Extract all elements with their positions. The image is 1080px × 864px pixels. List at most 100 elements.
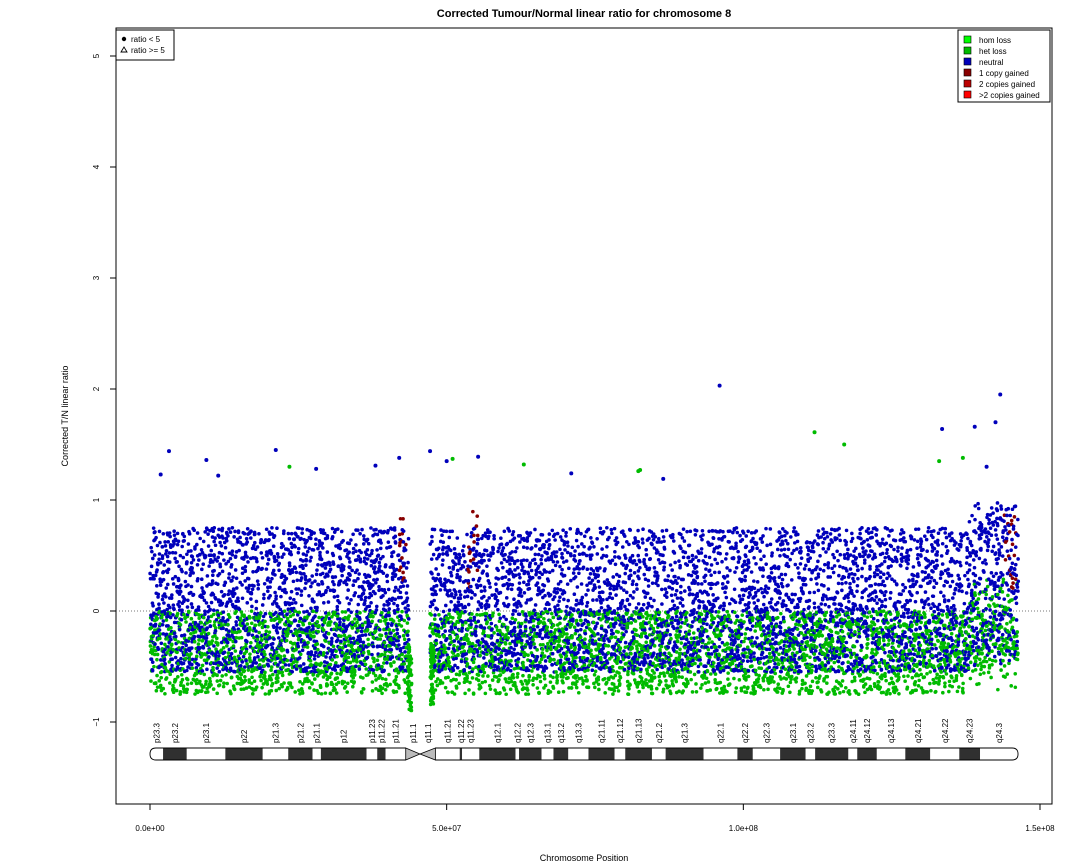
data-point bbox=[316, 629, 321, 634]
data-point bbox=[165, 570, 170, 575]
data-point bbox=[488, 585, 492, 589]
data-point bbox=[520, 609, 525, 614]
data-point bbox=[322, 600, 326, 605]
data-point bbox=[474, 552, 479, 557]
data-point bbox=[219, 589, 224, 594]
data-point bbox=[316, 668, 320, 672]
data-point bbox=[511, 672, 515, 677]
data-point bbox=[276, 663, 280, 667]
data-point bbox=[573, 659, 577, 664]
data-point bbox=[496, 652, 500, 657]
data-point bbox=[184, 571, 188, 575]
data-point bbox=[597, 609, 602, 613]
data-point bbox=[270, 526, 274, 530]
data-point bbox=[558, 621, 562, 626]
data-point bbox=[387, 613, 391, 618]
data-point bbox=[330, 658, 335, 662]
data-point bbox=[607, 616, 611, 621]
data-point bbox=[361, 542, 366, 546]
data-point bbox=[547, 532, 552, 536]
data-point bbox=[471, 660, 476, 665]
data-point bbox=[579, 618, 583, 623]
data-point bbox=[535, 648, 539, 652]
data-point bbox=[380, 676, 385, 681]
data-point bbox=[236, 599, 241, 603]
data-point bbox=[176, 659, 181, 663]
data-point bbox=[543, 593, 547, 598]
data-point bbox=[174, 688, 179, 693]
data-point bbox=[233, 649, 238, 653]
data-point bbox=[313, 542, 318, 547]
data-point bbox=[313, 614, 317, 619]
data-point bbox=[530, 575, 535, 580]
data-point bbox=[510, 550, 514, 554]
data-point bbox=[496, 607, 500, 612]
data-point bbox=[294, 570, 299, 575]
data-point bbox=[569, 622, 574, 627]
data-point bbox=[440, 563, 445, 567]
data-point bbox=[213, 536, 217, 540]
data-point bbox=[196, 576, 200, 581]
data-point bbox=[157, 552, 162, 556]
data-point bbox=[475, 541, 480, 546]
data-point bbox=[238, 616, 243, 621]
data-point bbox=[553, 538, 557, 542]
data-point bbox=[355, 568, 359, 572]
data-point bbox=[232, 655, 237, 660]
data-point bbox=[551, 559, 556, 564]
data-point bbox=[254, 629, 258, 633]
data-point bbox=[375, 658, 380, 662]
data-point bbox=[485, 599, 489, 603]
data-point bbox=[385, 579, 390, 584]
data-point bbox=[456, 600, 461, 604]
data-point bbox=[320, 541, 324, 546]
data-point bbox=[185, 560, 189, 564]
data-point bbox=[161, 632, 166, 636]
data-point bbox=[263, 652, 267, 657]
data-point bbox=[203, 612, 207, 616]
data-point bbox=[469, 584, 473, 589]
data-point bbox=[525, 558, 529, 563]
data-point bbox=[331, 553, 336, 558]
data-point bbox=[312, 531, 316, 535]
data-point bbox=[226, 559, 231, 564]
data-point bbox=[473, 644, 478, 648]
data-point bbox=[484, 548, 489, 553]
data-point bbox=[193, 620, 198, 625]
data-point bbox=[211, 529, 216, 534]
data-point bbox=[536, 564, 541, 569]
data-point bbox=[306, 640, 310, 645]
data-point bbox=[255, 637, 260, 642]
data-point bbox=[258, 666, 262, 670]
data-point bbox=[478, 685, 483, 690]
data-point bbox=[219, 544, 224, 548]
data-point bbox=[297, 656, 302, 660]
data-point bbox=[525, 688, 530, 692]
data-point bbox=[240, 566, 245, 571]
data-point bbox=[329, 671, 334, 676]
data-point bbox=[321, 571, 325, 576]
data-point bbox=[545, 648, 549, 653]
data-point bbox=[582, 621, 586, 626]
data-point bbox=[571, 571, 576, 575]
data-point bbox=[156, 595, 160, 599]
data-point bbox=[316, 647, 320, 652]
data-point bbox=[463, 605, 468, 610]
data-point bbox=[338, 579, 343, 583]
data-point bbox=[547, 546, 551, 551]
data-point bbox=[211, 592, 216, 597]
data-point bbox=[165, 554, 170, 559]
data-point bbox=[304, 563, 308, 567]
data-point bbox=[164, 594, 168, 599]
data-point bbox=[491, 546, 495, 551]
data-point bbox=[524, 618, 528, 622]
data-point bbox=[166, 540, 171, 544]
data-point bbox=[311, 548, 316, 552]
data-point bbox=[303, 545, 308, 549]
data-point bbox=[457, 589, 462, 594]
data-point bbox=[365, 537, 370, 542]
data-point bbox=[457, 681, 461, 686]
data-point bbox=[241, 621, 245, 626]
data-point bbox=[596, 579, 601, 584]
data-point bbox=[186, 609, 191, 614]
